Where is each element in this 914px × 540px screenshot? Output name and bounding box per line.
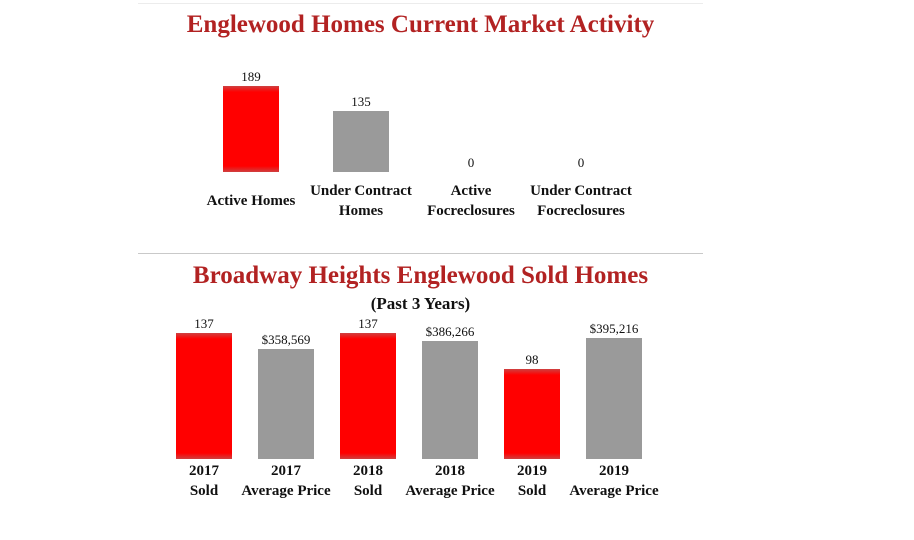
category-label-line: Sold	[189, 483, 219, 499]
section-divider	[138, 253, 703, 254]
value-label-1-0: 137	[194, 316, 214, 331]
category-label-line: Active Homes	[206, 193, 296, 209]
category-label-0-3: Under Contract Focreclosures	[519, 181, 643, 221]
bar-1-4	[504, 369, 560, 459]
bar-0-1	[333, 111, 389, 172]
value-label-0-1: 135	[351, 94, 371, 109]
value-label-0-2: 0	[467, 155, 475, 170]
value-label-0-3: 0	[577, 155, 585, 170]
category-label-line: Homes	[338, 203, 384, 219]
category-label-1-0: 2017 Sold	[142, 461, 266, 501]
category-label-1-4: 2019 Sold	[470, 461, 594, 501]
category-label-0-0: Active Homes	[189, 191, 313, 211]
category-label-line: 2019	[599, 463, 629, 479]
bar-1-3	[422, 341, 478, 459]
bar-1-0	[176, 333, 232, 459]
category-label-0-2: Active Focreclosures	[409, 181, 533, 221]
category-label-line: 2018	[435, 463, 465, 479]
category-label-line: Focreclosures	[427, 203, 515, 219]
value-label-1-1: $358,569	[261, 332, 311, 347]
category-label-line: Focreclosures	[537, 203, 625, 219]
category-label-line: 2017	[189, 463, 219, 479]
value-label-1-4: 98	[525, 352, 539, 367]
chart-title-market-activity: Englewood Homes Current Market Activity	[186, 11, 655, 38]
category-label-line: 2019	[517, 463, 547, 479]
category-label-line: Average Price	[241, 483, 331, 499]
chart-subtitle: (Past 3 Years)	[370, 294, 471, 313]
category-label-line: Under Contract	[530, 183, 632, 199]
category-label-1-1: 2017 Average Price	[224, 461, 348, 501]
category-label-0-1: Under Contract Homes	[299, 181, 423, 221]
category-label-line: Sold	[353, 483, 383, 499]
value-label-0-0: 189	[241, 69, 261, 84]
category-label-1-5: 2019 Average Price	[552, 461, 676, 501]
bar-1-5	[586, 338, 642, 459]
category-label-1-3: 2018 Average Price	[388, 461, 512, 501]
category-label-line: Average Price	[405, 483, 495, 499]
top-divider	[138, 3, 703, 4]
category-label-line: Sold	[517, 483, 547, 499]
category-label-line: 2018	[353, 463, 383, 479]
value-label-1-2: 137	[358, 316, 378, 331]
chart-title-sold-homes: Broadway Heights Englewood Sold Homes	[192, 262, 649, 289]
bar-1-2	[340, 333, 396, 459]
bar-0-0	[223, 86, 279, 172]
category-label-line: Average Price	[569, 483, 659, 499]
category-label-line: Active	[450, 183, 492, 199]
category-label-line: 2017	[271, 463, 301, 479]
value-label-1-5: $395,216	[589, 321, 639, 336]
bar-1-1	[258, 349, 314, 459]
category-label-1-2: 2018 Sold	[306, 461, 430, 501]
category-label-line: Under Contract	[310, 183, 412, 199]
value-label-1-3: $386,266	[425, 324, 475, 339]
